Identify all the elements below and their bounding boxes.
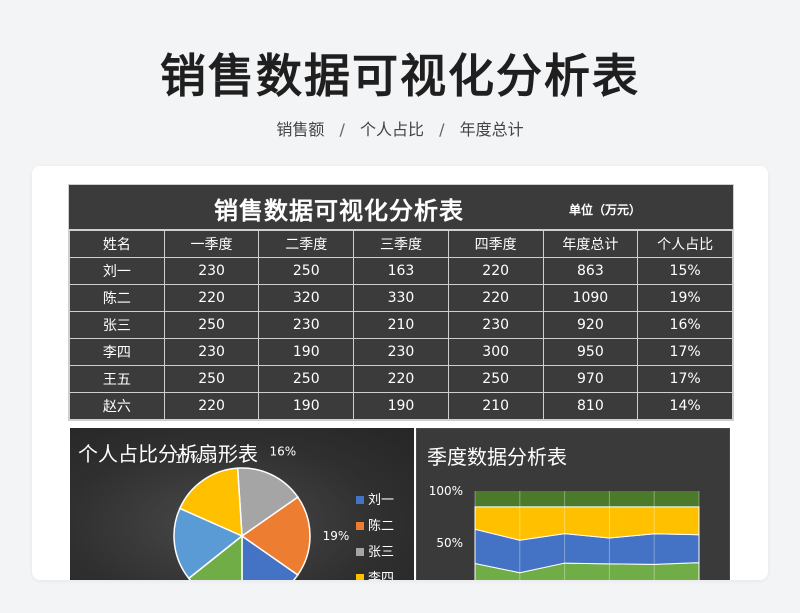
legend-swatch: [356, 522, 364, 530]
sheet-header: 销售数据可视化分析表 单位（万元）: [69, 185, 733, 230]
table-cell: 320: [258, 284, 355, 312]
sheet-unit: 单位（万元）: [569, 203, 642, 217]
breadcrumb: 销售额 / 个人占比 / 年度总计: [0, 116, 800, 140]
table-cell: 16%: [637, 311, 733, 339]
table-cell: 190: [258, 392, 355, 420]
table-cell: 250: [258, 257, 355, 285]
legend-entry: 陈二: [368, 518, 394, 534]
legend-entry: 张三: [368, 545, 394, 560]
table-cell: 14%: [637, 392, 733, 420]
table-cell: 920: [542, 311, 639, 339]
table-cell: 赵六: [69, 392, 165, 420]
table-cell: 250: [447, 365, 544, 393]
content-card: 销售数据可视化分析表 单位（万元） 姓名 一季度 二季度 三季度 四季度 年度总…: [32, 166, 768, 580]
pie-data-label: 16%: [269, 444, 296, 458]
column-header: 年度总计: [542, 230, 639, 258]
legend-swatch: [356, 548, 364, 556]
table-row: 陈二 220 320 330 220 1090 19%: [69, 284, 733, 312]
breadcrumb-separator: /: [439, 120, 445, 139]
table-row: 李四 230 190 230 300 950 17%: [69, 338, 733, 366]
pie-slice-赵六: [187, 534, 243, 580]
table-cell: 250: [163, 311, 260, 339]
pie-data-label: 17%: [175, 452, 202, 466]
table-cell: 220: [163, 284, 260, 312]
table-cell: 970: [542, 365, 639, 393]
area-chart-title: 季度数据分析表: [427, 445, 567, 469]
table-cell: 863: [542, 257, 639, 285]
table-row: 刘一 230 250 163 220 863 15%: [69, 257, 733, 285]
column-header: 姓名: [69, 230, 165, 258]
column-header: 个人占比: [637, 230, 733, 258]
breadcrumb-separator: /: [339, 120, 345, 139]
table-cell: 1090: [542, 284, 639, 312]
legend-entry: 刘一: [368, 493, 394, 508]
y-tick-label: 100%: [429, 484, 463, 498]
area-series-2: [474, 506, 700, 541]
page-title: 销售数据可视化分析表: [160, 49, 640, 103]
table-cell: 220: [353, 365, 449, 393]
table-cell: 810: [542, 392, 639, 420]
table-cell: 220: [163, 392, 260, 420]
table-cell: 220: [447, 257, 544, 285]
table-cell: 250: [258, 365, 355, 393]
breadcrumb-item[interactable]: 个人占比: [359, 120, 424, 139]
table-cell: 210: [353, 311, 449, 339]
table-row: 王五 250 250 220 250 970 17%: [69, 365, 733, 393]
table-row: 赵六 220 190 190 210 810 14%: [69, 392, 733, 420]
table-cell: 17%: [637, 365, 733, 393]
table-cell: 李四: [69, 338, 165, 366]
sales-table: 销售数据可视化分析表 单位（万元） 姓名 一季度 二季度 三季度 四季度 年度总…: [68, 184, 734, 421]
sheet-title: 销售数据可视化分析表: [214, 197, 464, 225]
pie-slice-李四: [178, 467, 243, 538]
table-header-row: 姓名 一季度 二季度 三季度 四季度 年度总计 个人占比: [69, 230, 733, 258]
area-chart: 100% 50%: [429, 484, 700, 580]
table-cell: 300: [447, 338, 544, 366]
column-header: 三季度: [353, 230, 449, 258]
table-cell: 刘一: [69, 257, 165, 285]
breadcrumb-item[interactable]: 年度总计: [459, 120, 524, 139]
pie-slice-刘一: [241, 534, 299, 580]
legend-swatch: [356, 496, 364, 504]
table-cell: 230: [163, 257, 260, 285]
table-cell: 张三: [69, 311, 165, 339]
column-header: 一季度: [163, 230, 260, 258]
table-cell: 15%: [637, 257, 733, 285]
table-cell: 190: [258, 338, 355, 366]
table-cell: 190: [353, 392, 449, 420]
legend-entry: 李四: [368, 571, 394, 580]
y-tick-label: 50%: [436, 536, 463, 550]
pie-data-label: 19%: [323, 529, 350, 543]
table-cell: 230: [447, 311, 544, 339]
table-cell: 230: [353, 338, 449, 366]
column-header: 二季度: [258, 230, 355, 258]
table-cell: 19%: [637, 284, 733, 312]
legend-swatch: [356, 574, 364, 580]
table-cell: 950: [542, 338, 639, 366]
table-row: 张三 250 230 210 230 920 16%: [69, 311, 733, 339]
table-cell: 陈二: [69, 284, 165, 312]
table-cell: 230: [258, 311, 355, 339]
table-cell: 230: [163, 338, 260, 366]
breadcrumb-item[interactable]: 销售额: [276, 120, 325, 139]
area-chart-panel: 季度数据分析表 100% 50%: [416, 428, 730, 580]
table-cell: 210: [447, 392, 544, 420]
pie-slice-陈二: [240, 496, 311, 576]
pie-slice-王五: [173, 507, 244, 580]
table-cell: 163: [353, 257, 449, 285]
table-cell: 250: [163, 365, 260, 393]
pie-slice-张三: [236, 467, 299, 538]
data-table: 姓名 一季度 二季度 三季度 四季度 年度总计 个人占比 刘一 230 250 163…: [69, 230, 733, 420]
table-cell: 17%: [637, 338, 733, 366]
table-cell: 王五: [69, 365, 165, 393]
table-cell: 220: [447, 284, 544, 312]
table-cell: 330: [353, 284, 449, 312]
pie-chart-title: 个人占比分析扇形表: [78, 442, 258, 466]
column-header: 四季度: [447, 230, 544, 258]
